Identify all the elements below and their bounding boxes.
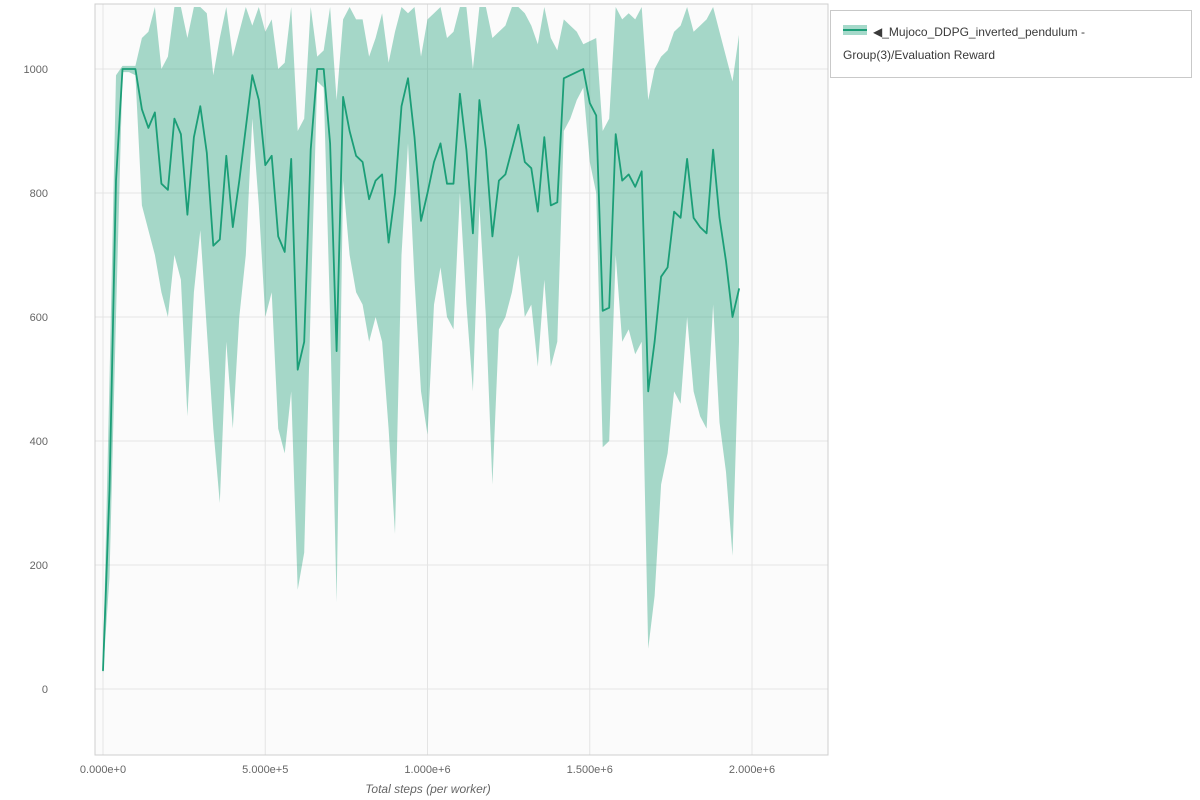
y-tick-label: 1000 — [24, 64, 48, 76]
x-tick-label: 0.000e+0 — [80, 764, 126, 776]
y-tick-label: 400 — [30, 436, 48, 448]
y-tick-label: 600 — [30, 312, 48, 324]
y-tick-label: 800 — [30, 188, 48, 200]
legend-label: _Mujoco_DDPG_inverted_pendulum - Group(3… — [843, 25, 1086, 63]
plot-border — [94, 3, 829, 756]
x-tick-label: 2.000e+6 — [729, 764, 775, 776]
legend-item[interactable]: ◀_Mujoco_DDPG_inverted_pendulum - Group(… — [830, 10, 1192, 79]
confidence-band — [103, 7, 739, 674]
legend-swatch-icon — [843, 21, 867, 44]
plot-area[interactable] — [95, 4, 828, 755]
y-tick-label: 200 — [30, 560, 48, 572]
legend-collapse-icon[interactable]: ◀ — [873, 25, 883, 39]
x-tick-label: 1.000e+6 — [404, 764, 450, 776]
x-axis-title: Total steps (per worker) — [365, 782, 491, 796]
mean-line — [102, 68, 740, 672]
x-tick-label: 5.000e+5 — [242, 764, 288, 776]
y-tick-label: 0 — [42, 684, 48, 696]
x-tick-label: 1.500e+6 — [567, 764, 613, 776]
